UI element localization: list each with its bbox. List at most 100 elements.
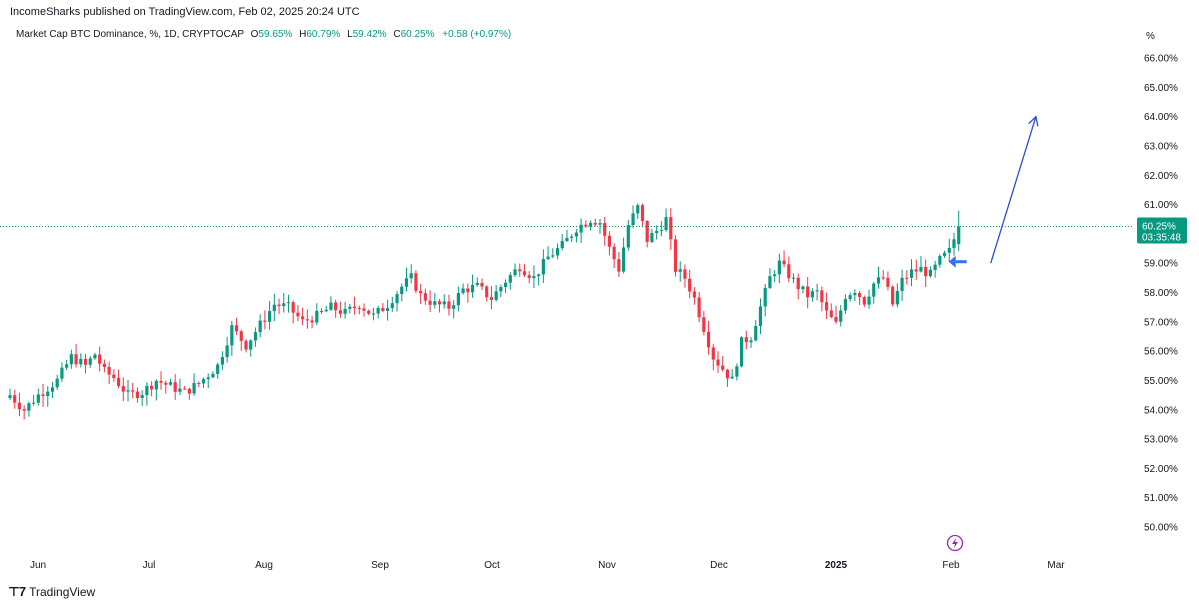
candle [121,377,125,402]
candle-body [612,246,616,260]
candle-body [362,308,366,311]
candle [220,351,224,370]
candles-group [8,203,961,420]
candle [740,336,744,368]
candle-body [386,308,390,311]
candle-body [197,382,201,384]
candle-body [310,320,314,323]
candle-body [230,325,234,346]
candle-body [777,260,781,275]
candle-body [178,388,182,392]
candle [187,387,191,400]
candle [225,336,229,363]
candle [50,382,55,399]
low-label: L [347,29,353,40]
publisher-line: IncomeSharks published on TradingView.co… [10,6,360,18]
time-axis[interactable]: Jun Jul Aug Sep Oct Nov Dec 2025 Feb Mar [30,560,1065,571]
tradingview-footer[interactable]: ⊤7 TradingView [8,584,95,600]
candle-body [768,276,772,288]
candle-body [740,337,744,367]
x-tick-label: Sep [371,560,389,571]
candle [305,309,309,329]
candle-body [494,291,498,300]
trend-arrow-head[interactable] [1028,115,1039,127]
candle-body [773,274,777,277]
candle [593,218,597,227]
candle-body [669,217,673,240]
candle [650,228,654,244]
candle [27,401,31,417]
candle-body [116,378,121,387]
candle [858,291,862,306]
candle-body [277,304,281,307]
candle-body [957,226,961,245]
y-tick-label: 59.00% [1144,259,1178,270]
candle-body [187,388,191,394]
candle [928,266,932,278]
candle [711,344,715,371]
candle [787,256,791,283]
candle [93,352,97,360]
candle [324,305,328,313]
candle [239,329,243,351]
candle [820,286,824,312]
candle [371,307,376,321]
candle [867,289,871,309]
y-unit-label: % [1146,31,1155,42]
trend-arrow-drawing[interactable] [990,115,1039,264]
candle [367,309,371,316]
trend-arrow-line[interactable] [990,116,1037,264]
candle-body [508,275,512,283]
candle-body [480,282,484,287]
candle [546,246,550,261]
candle-body [447,301,451,309]
candle-body [588,222,593,227]
candle-body [145,385,149,396]
candle-body [301,316,305,320]
candle-body [272,304,276,312]
candle [277,298,281,315]
change-value: +0.58 (+0.97%) [442,29,512,40]
candle-body [329,302,333,310]
candle-body [810,291,814,298]
candle [154,379,158,401]
high-value: 60.79% [306,29,341,40]
event-icon[interactable] [946,534,964,552]
candle [721,356,725,372]
candle [749,336,753,348]
candle-body [853,292,857,296]
candle-body [239,331,243,341]
candle-body [513,269,517,276]
candle [697,291,701,322]
candle-body [74,354,78,365]
position-marker [948,255,967,268]
candle [579,218,583,244]
candle-body [914,269,918,272]
candle [381,303,385,313]
candle-body [395,294,399,304]
candle [442,294,446,309]
candle-body [839,310,843,322]
candle-body [527,275,531,279]
candle [570,234,574,243]
candle [933,260,937,278]
candle-body [112,374,116,379]
candle-body [532,276,536,279]
candle-body [697,297,701,318]
candle-body [121,386,125,392]
y-tick-label: 65.00% [1144,83,1178,94]
candle-body [721,365,725,370]
candle-body [324,309,328,312]
candle [211,371,215,379]
candle-body [702,317,706,332]
price-axis[interactable]: 66.00%65.00%64.00%63.00%62.00%61.00%60.0… [1144,54,1178,534]
x-tick-label: Feb [942,560,960,571]
candle-body [603,223,607,236]
candle [758,298,763,334]
open-label: O [250,29,259,40]
candle-body [683,269,687,279]
candle-body [381,307,385,311]
candle [404,267,409,292]
candle-body [69,354,73,365]
